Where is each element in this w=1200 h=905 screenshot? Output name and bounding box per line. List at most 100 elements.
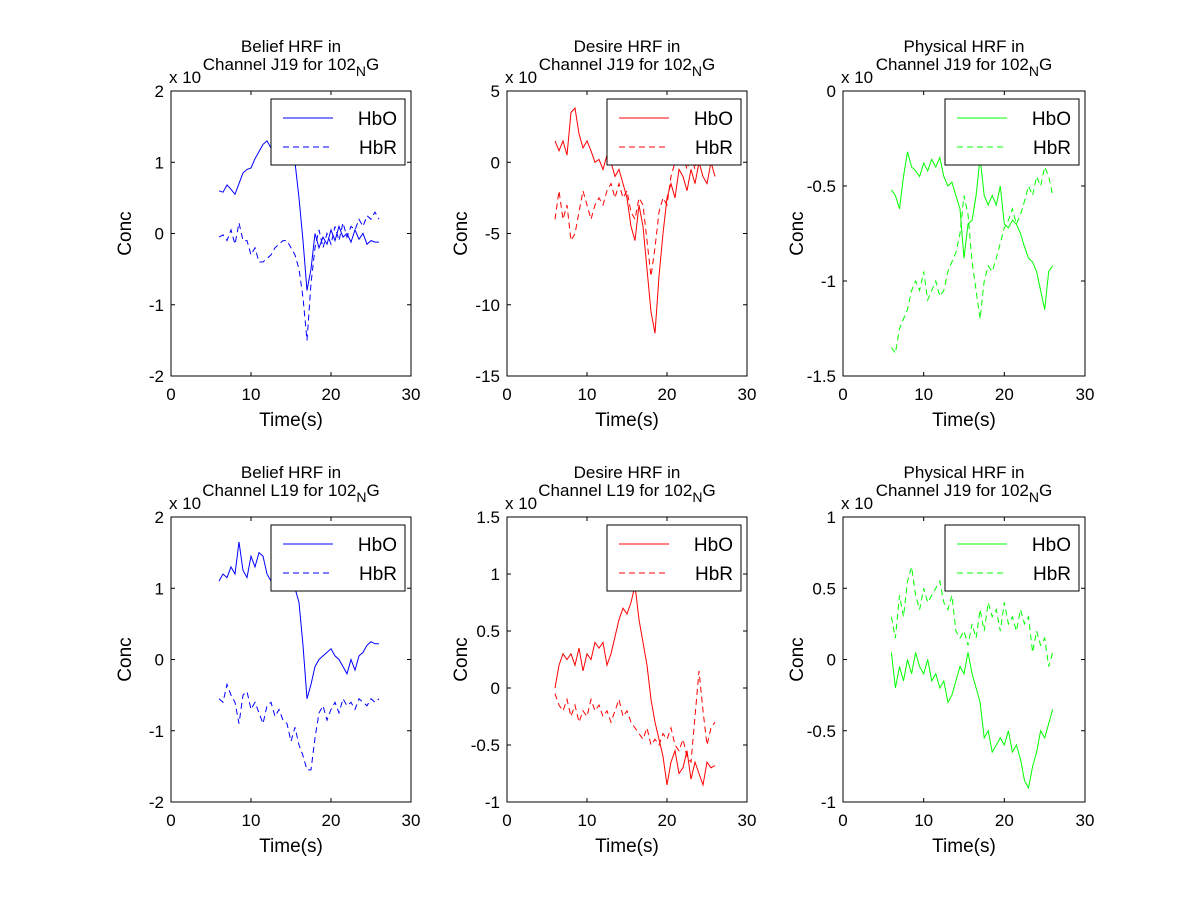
series-hbo-line (890, 652, 1054, 790)
x-axis-label: Time(s) (595, 410, 659, 431)
y-tick-label: -5 (485, 225, 500, 244)
title-tail: G (366, 481, 379, 500)
subplot-3: 0 10 20 30 -1.5 -1 -0.5 0 x 10 Time(s) Conc Physica… (787, 37, 1094, 431)
x-axis-label: Time(s) (932, 410, 996, 431)
x-tick-label: 20 (322, 385, 341, 404)
x-tick-label: 30 (1076, 811, 1095, 830)
y-tick-label: -1 (149, 296, 164, 315)
series-hbr-line (218, 211, 380, 341)
y-exponent-label: x 10 (505, 68, 537, 87)
x-tick-label: 20 (658, 811, 677, 830)
legend-label: HbR (359, 564, 397, 585)
y-tick-label: 0 (155, 225, 164, 244)
legend-label: HbO (1032, 535, 1071, 556)
x-axis-label: Time(s) (932, 836, 996, 857)
y-tick-label: 0 (491, 679, 500, 698)
legend: HbO HbR (944, 524, 1080, 592)
legend: HbO HbR (606, 524, 742, 592)
series-hbo-line (890, 151, 1054, 310)
y-tick-label: 1 (827, 508, 836, 527)
x-tick-label: 0 (502, 811, 511, 830)
y-tick-label: -1 (821, 272, 836, 291)
title-subscript: N (692, 489, 702, 505)
y-tick-label: 1.5 (476, 508, 500, 527)
y-tick-label: 0 (827, 82, 836, 101)
legend-label: HbR (359, 138, 397, 159)
legend: HbO HbR (606, 98, 742, 166)
y-tick-label: -2 (149, 793, 164, 812)
legend-box (270, 98, 406, 166)
y-tick-label: -0.5 (471, 736, 500, 755)
title-subscript: N (356, 63, 366, 79)
chart-title-line2: Channel J19 for 102NG (539, 55, 715, 79)
x-tick-label: 0 (166, 385, 175, 404)
series-hbo-line (554, 107, 716, 334)
subplot-4: 0 10 20 30 -2 -1 0 1 2 x 10 Time(s) Conc Belief HRF … (115, 463, 420, 857)
legend-label: HbR (695, 564, 733, 585)
x-tick-label: 0 (502, 385, 511, 404)
y-tick-label: -1 (821, 793, 836, 812)
series-hbr-line (218, 682, 380, 771)
chart-title-line2: Channel J19 for 102NG (876, 481, 1052, 505)
x-tick-label: 0 (166, 811, 175, 830)
chart-title-line1: Physical HRF in (904, 463, 1025, 482)
series-hbo-line (218, 541, 379, 699)
x-tick-label: 10 (242, 385, 261, 404)
y-axis-label: Conc (115, 211, 136, 255)
title-tail: G (1039, 55, 1052, 74)
y-exponent-label: x 10 (169, 68, 201, 87)
legend-box (606, 524, 742, 592)
y-axis-label: Conc (787, 211, 808, 255)
y-tick-label: 0 (155, 651, 164, 670)
legend-label: HbR (1033, 138, 1071, 159)
x-tick-label: 20 (658, 385, 677, 404)
title-tail: G (702, 55, 715, 74)
y-axis-label: Conc (787, 637, 808, 681)
chart-title-line2: Channel J19 for 102NG (876, 55, 1052, 79)
chart-title-line1: Belief HRF in (241, 463, 341, 482)
title-main-text: Channel J19 for 102 (539, 55, 692, 74)
y-axis-label: Conc (451, 637, 472, 681)
legend-box (606, 98, 742, 166)
legend-box (944, 98, 1080, 166)
x-tick-label: 0 (838, 385, 847, 404)
legend: HbO HbR (270, 524, 406, 592)
legend: HbO HbR (944, 98, 1080, 166)
series-hbo-line (218, 136, 379, 291)
title-main-text: Channel L19 for 102 (202, 481, 356, 500)
x-tick-label: 20 (322, 811, 341, 830)
y-tick-label: 1 (491, 565, 500, 584)
y-tick-label: -10 (475, 296, 500, 315)
y-tick-label: 1 (155, 579, 164, 598)
y-tick-label: -0.5 (807, 177, 836, 196)
series-hbr-line (890, 566, 1054, 667)
title-tail: G (702, 481, 715, 500)
legend-label: HbO (1032, 109, 1071, 130)
y-tick-label: 2 (155, 82, 164, 101)
y-tick-label: 0.5 (812, 579, 836, 598)
x-tick-label: 10 (242, 811, 261, 830)
x-tick-label: 10 (578, 811, 597, 830)
y-tick-label: -15 (475, 367, 500, 386)
legend-label: HbO (358, 535, 397, 556)
y-tick-label: 0 (491, 153, 500, 172)
legend: HbO HbR (270, 98, 406, 166)
title-main-text: Channel J19 for 102 (876, 55, 1029, 74)
chart-title-line2: Channel L19 for 102NG (202, 481, 379, 505)
title-subscript: N (1029, 489, 1039, 505)
series-hbr-line (554, 670, 716, 764)
subplot-1: 0 10 20 30 -2 -1 0 1 2 x 10 Time(s) Conc Belief HRF … (115, 37, 420, 431)
legend-label: HbR (695, 138, 733, 159)
y-axis-label: Conc (451, 211, 472, 255)
subplot-2: 0 10 20 30 -15 -10 -5 0 5 x 10 Time(s) Conc Desire H… (451, 37, 756, 431)
y-tick-label: -0.5 (807, 722, 836, 741)
x-tick-label: 30 (738, 811, 757, 830)
legend-label: HbO (358, 109, 397, 130)
y-tick-label: 5 (491, 82, 500, 101)
chart-title-line1: Desire HRF in (574, 37, 681, 56)
legend-box (270, 524, 406, 592)
title-tail: G (366, 55, 379, 74)
x-axis-label: Time(s) (259, 410, 323, 431)
x-tick-label: 30 (738, 385, 757, 404)
